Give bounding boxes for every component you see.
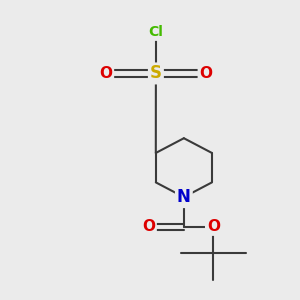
Text: O: O	[200, 66, 212, 81]
Text: N: N	[177, 188, 191, 206]
Text: Cl: Cl	[148, 25, 163, 39]
Text: O: O	[207, 219, 220, 234]
Text: O: O	[99, 66, 112, 81]
Text: S: S	[150, 64, 162, 82]
Text: O: O	[142, 219, 155, 234]
